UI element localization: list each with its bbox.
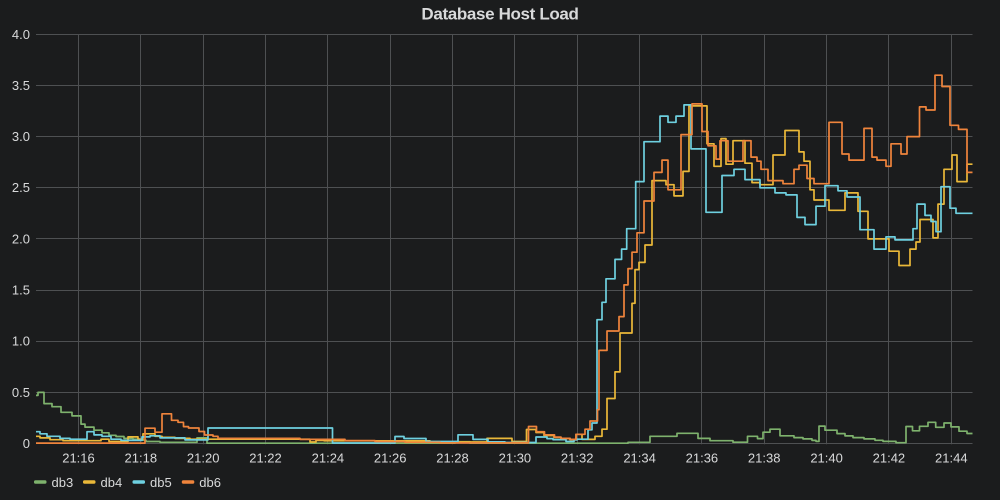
svg-text:21:30: 21:30: [499, 451, 532, 466]
svg-text:21:32: 21:32: [561, 451, 594, 466]
svg-text:3.5: 3.5: [12, 78, 30, 93]
svg-text:1.0: 1.0: [12, 334, 30, 349]
svg-text:0: 0: [23, 436, 30, 451]
svg-text:21:18: 21:18: [125, 451, 158, 466]
svg-text:2.5: 2.5: [12, 180, 30, 195]
svg-text:db4: db4: [101, 475, 123, 490]
svg-text:21:42: 21:42: [873, 451, 906, 466]
svg-text:db6: db6: [199, 475, 221, 490]
svg-text:db3: db3: [52, 475, 74, 490]
svg-text:21:20: 21:20: [187, 451, 220, 466]
svg-text:4.0: 4.0: [12, 27, 30, 42]
svg-text:21:26: 21:26: [374, 451, 407, 466]
svg-text:3.0: 3.0: [12, 129, 30, 144]
svg-text:2.0: 2.0: [12, 231, 30, 246]
svg-text:1.5: 1.5: [12, 283, 30, 298]
svg-text:0.5: 0.5: [12, 385, 30, 400]
svg-text:21:28: 21:28: [436, 451, 469, 466]
svg-text:db5: db5: [150, 475, 172, 490]
svg-text:Database Host Load: Database Host Load: [421, 5, 578, 24]
svg-text:21:44: 21:44: [935, 451, 968, 466]
svg-text:21:40: 21:40: [810, 451, 843, 466]
svg-text:21:36: 21:36: [686, 451, 719, 466]
svg-text:21:34: 21:34: [623, 451, 656, 466]
svg-text:21:22: 21:22: [249, 451, 282, 466]
svg-text:21:16: 21:16: [62, 451, 95, 466]
svg-text:21:38: 21:38: [748, 451, 781, 466]
svg-text:21:24: 21:24: [312, 451, 345, 466]
